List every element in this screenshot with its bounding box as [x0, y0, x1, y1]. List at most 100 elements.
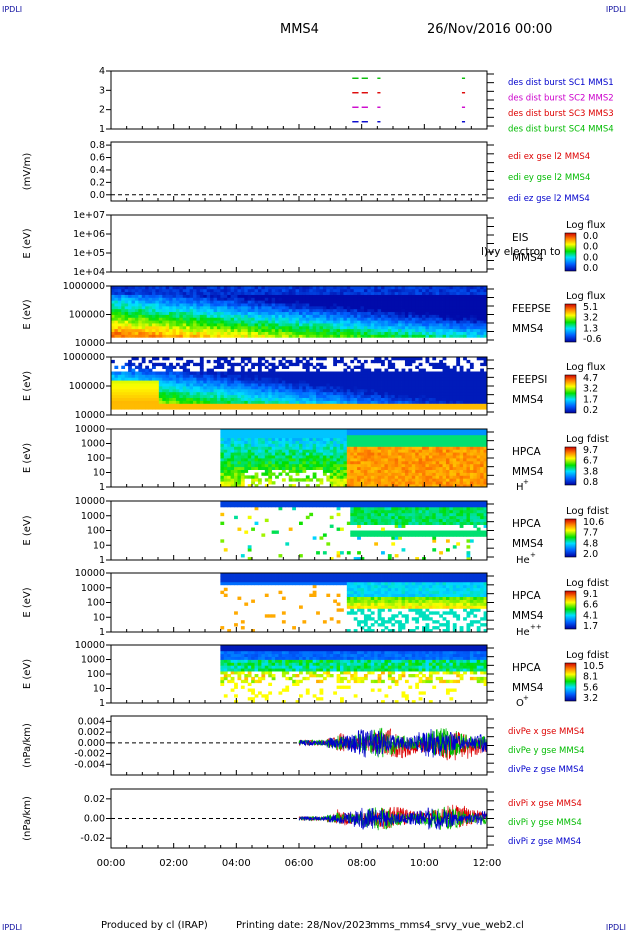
spectrogram-cell: [398, 449, 402, 453]
spectrogram-cell: [449, 475, 454, 479]
spectrogram-cell: [261, 397, 266, 401]
spectrogram-cell: [367, 437, 372, 441]
spectrogram-cell: [415, 291, 420, 295]
spectrogram-cell: [186, 325, 191, 330]
spectrogram-cell: [428, 308, 433, 313]
spectrogram-cell: [189, 325, 194, 330]
spectrogram-cell: [360, 314, 365, 318]
spectrogram-cell: [117, 325, 122, 330]
spectrogram-cell: [268, 383, 273, 387]
spectrogram-cell: [285, 431, 290, 436]
spectrogram-cell: [175, 391, 180, 396]
spectrogram-cell: [281, 429, 286, 433]
spectrogram-cell: [203, 380, 208, 384]
spectrogram-cell: [189, 374, 194, 378]
spectrogram-cell: [322, 377, 327, 381]
spectrogram-cell: [305, 403, 310, 407]
spectrogram-cell: [158, 377, 163, 381]
spectrogram-cell: [483, 314, 488, 318]
spectrogram-cell: [155, 291, 160, 295]
spectrogram-cell: [152, 400, 156, 404]
spectrogram-cell: [370, 317, 375, 321]
spectrogram-cell: [257, 286, 262, 290]
spectrogram-cell: [377, 317, 382, 321]
spectrogram-cell: [360, 323, 365, 327]
spectrogram-cell: [223, 314, 228, 318]
spectrogram-cell: [340, 403, 344, 407]
spectrogram-cell: [336, 334, 341, 338]
spectrogram-cell: [138, 331, 143, 335]
spectrogram-cell: [220, 328, 225, 332]
spectrogram-cell: [432, 466, 437, 470]
spectrogram-cell: [305, 437, 310, 441]
spectrogram-cell: [346, 446, 351, 450]
spectrogram-cell: [398, 320, 402, 324]
spectrogram-cell: [480, 297, 484, 301]
spectrogram-cell: [394, 323, 399, 327]
spectrogram-cell: [141, 317, 146, 321]
spectrogram-cell: [408, 380, 413, 384]
spectrogram-cell: [257, 443, 262, 447]
spectrogram-cell: [240, 460, 245, 465]
spectrogram-cell: [353, 334, 358, 338]
spectrogram-cell: [326, 452, 331, 456]
spectrogram-cell: [145, 323, 149, 327]
spectrogram-cell: [292, 449, 296, 453]
spectrogram-cell: [326, 325, 331, 330]
spectrogram-cell: [411, 469, 416, 473]
spectrogram-cell: [158, 323, 163, 327]
spectrogram-cell: [476, 397, 481, 401]
spectrogram-cell: [425, 443, 430, 447]
spectrogram-cell: [162, 291, 167, 295]
spectrogram-cell: [357, 484, 361, 488]
spectrogram-cell: [432, 334, 437, 338]
spectrogram-cell: [432, 311, 437, 315]
spectrogram-cell: [391, 291, 396, 295]
spectrogram-cell: [377, 394, 382, 398]
spectrogram-cell: [439, 437, 443, 441]
spectrogram-cell: [210, 311, 214, 315]
spectrogram-cell: [124, 328, 129, 332]
spectrogram-cell: [216, 300, 221, 304]
spectrogram-cell: [227, 334, 232, 338]
spectrogram-cell: [377, 437, 382, 441]
spectrogram-cell: [350, 452, 355, 456]
spectrogram-cell: [480, 377, 484, 381]
spectrogram-cell: [264, 466, 269, 470]
spectrogram-cell: [480, 374, 484, 378]
spectrogram-cell: [463, 320, 467, 324]
spectrogram-cell: [415, 371, 420, 375]
spectrogram-cell: [278, 286, 283, 290]
spectrogram-cell: [230, 449, 235, 453]
spectrogram-cell: [227, 311, 232, 315]
spectrogram-cell: [121, 391, 126, 396]
spectrogram-cell: [264, 472, 269, 476]
spectrogram-cell: [295, 446, 300, 450]
spectrogram-cell: [227, 466, 232, 470]
spectrogram-cell: [299, 397, 303, 401]
spectrogram-cell: [292, 406, 296, 410]
spectrogram-cell: [415, 437, 420, 441]
spectrogram-cell: [196, 300, 201, 304]
spectrogram-cell: [237, 305, 242, 310]
spectrogram-cell: [155, 328, 160, 332]
spectrogram-cell: [240, 458, 245, 462]
spectrogram-cell: [432, 437, 437, 441]
spectrogram-cell: [350, 449, 355, 453]
spectrogram-cell: [292, 434, 296, 439]
spectrogram-cell: [377, 481, 382, 485]
spectrogram-cell: [145, 325, 149, 330]
spectrogram-cell: [480, 334, 484, 338]
spectrogram-cell: [186, 328, 191, 332]
spectrogram-cell: [305, 371, 310, 375]
spectrogram-cell: [350, 320, 355, 324]
spectrogram-cell: [370, 394, 375, 398]
spectrogram-cell: [333, 397, 337, 401]
spectrogram-cell: [186, 371, 191, 375]
spectrogram-cell: [374, 406, 379, 410]
spectrogram-cell: [387, 294, 392, 298]
spectrogram-cell: [452, 334, 457, 338]
spectrogram-cell: [251, 391, 255, 396]
spectrogram-cell: [367, 317, 372, 321]
spectrogram-cell: [138, 308, 143, 313]
